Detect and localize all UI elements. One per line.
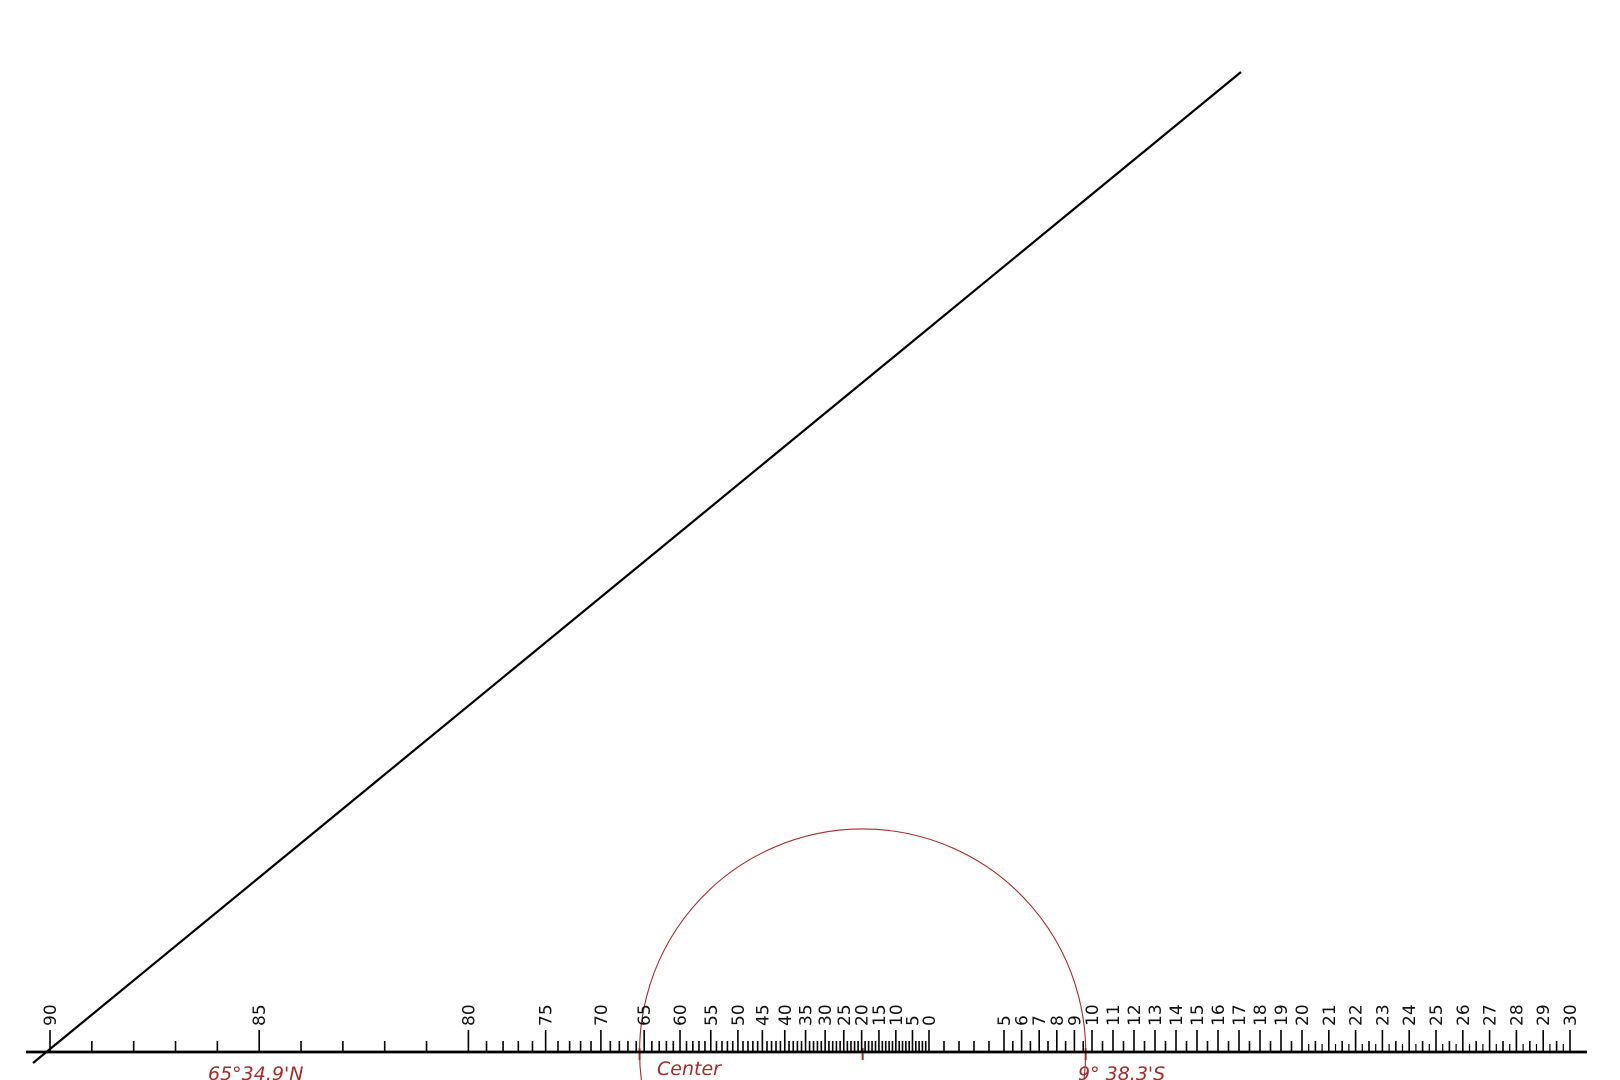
- scale-tick-label: 10: [887, 1004, 907, 1026]
- left-mark-label: 65°34.9'N: [208, 1063, 303, 1080]
- construction-circle: [639, 828, 1087, 1080]
- scale-tick-label: 85: [250, 1004, 270, 1026]
- scale-tick-label: 30: [816, 1004, 836, 1026]
- scale-tick-label: 26: [1454, 1004, 1474, 1026]
- scale-tick-label: 15: [1188, 1004, 1208, 1026]
- scale-tick-label: 20: [853, 1004, 873, 1026]
- scale-tick-label: 8: [1048, 1015, 1068, 1026]
- scale-tick-label: 75: [537, 1004, 557, 1026]
- scale-tick-label: 16: [1209, 1004, 1229, 1026]
- scale-tick-label: 80: [459, 1004, 479, 1026]
- scale-tick-label: 6: [1013, 1015, 1033, 1026]
- right-mark-label: 9° 38.3'S: [1078, 1063, 1165, 1080]
- scale-tick-label: 7: [1030, 1015, 1050, 1026]
- scale-ticks: [49, 1030, 1571, 1052]
- scale-tick-label: 90: [41, 1004, 61, 1026]
- scale-tick-label: 65: [635, 1004, 655, 1026]
- scale-tick-label: 45: [753, 1004, 773, 1026]
- scale-tick-label: 50: [729, 1004, 749, 1026]
- scale-tick-label: 9: [1065, 1015, 1085, 1026]
- scale-tick-label: 55: [702, 1004, 722, 1026]
- scale-tick-label: 12: [1125, 1004, 1145, 1026]
- scale-tick-label: 24: [1400, 1004, 1420, 1026]
- scale-tick-label: 23: [1373, 1004, 1393, 1026]
- scale-tick-label: 0: [920, 1015, 940, 1026]
- scale-tick-label: 20: [1293, 1004, 1313, 1026]
- scale-tick-label: 5: [903, 1015, 923, 1026]
- scale-tick-label: 22: [1347, 1004, 1367, 1026]
- scale-tick-label: 70: [592, 1004, 612, 1026]
- center-mark-label: Center: [657, 1058, 722, 1080]
- scale-tick-label: 19: [1272, 1004, 1292, 1026]
- scale-tick-label: 60: [671, 1004, 691, 1026]
- scale-tick-label: 25: [1427, 1004, 1447, 1026]
- scale-tick-label: 15: [870, 1004, 890, 1026]
- sloped-construction-line: [32, 71, 1242, 1064]
- scale-tick-label: 35: [797, 1004, 817, 1026]
- scale-tick-label: 25: [835, 1004, 855, 1026]
- scale-tick-label: 5: [995, 1015, 1015, 1026]
- scale-tick-label: 10: [1083, 1004, 1103, 1026]
- scale-tick-label: 27: [1481, 1004, 1501, 1026]
- scale-tick-label: 17: [1230, 1004, 1250, 1026]
- scale-tick-label: 28: [1507, 1004, 1527, 1026]
- scale-tick-label: 21: [1320, 1004, 1340, 1026]
- scale-tick-label: 30: [1561, 1004, 1581, 1026]
- scale-tick-label: 29: [1534, 1004, 1554, 1026]
- scale-tick-label: 14: [1167, 1004, 1187, 1026]
- scale-tick-label: 18: [1251, 1004, 1271, 1026]
- annotations: 65°34.9'N Center 9° 38.3'S: [208, 1058, 1165, 1080]
- scale-tick-label: 13: [1146, 1004, 1166, 1026]
- scale-tick-label: 11: [1104, 1004, 1124, 1026]
- scale-tick-label: 40: [776, 1004, 796, 1026]
- construction-circle-layer: [638, 828, 1087, 1080]
